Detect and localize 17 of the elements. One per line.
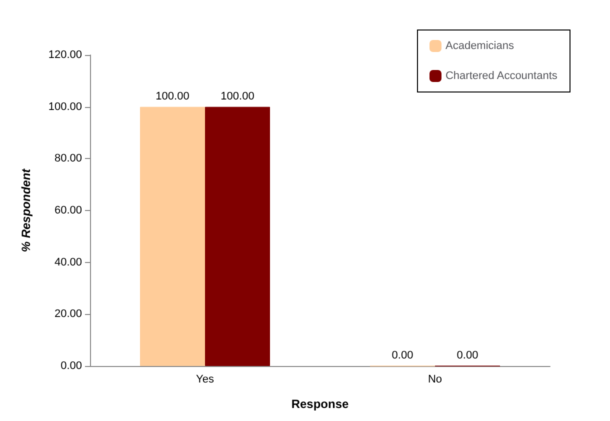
y-tick-label: 100.00 (48, 100, 82, 113)
y-tick-label: 20.00 (54, 308, 82, 320)
y-axis-title: % Respondent (19, 168, 33, 252)
data-label: 0.00 (392, 349, 414, 362)
y-tick-label: 40.00 (54, 256, 82, 268)
x-tick-label: Yes (196, 374, 214, 386)
data-label: 0.00 (456, 349, 478, 362)
data-label: 100.00 (220, 90, 254, 102)
y-tick-label: 0.00 (60, 360, 82, 372)
legend-label: Academicians (445, 40, 514, 52)
x-axis-title: Response (291, 397, 349, 411)
legend-label: Chartered Accountants (445, 70, 558, 82)
x-tick-label: No (428, 374, 442, 386)
y-tick-label: 60.00 (54, 204, 82, 216)
y-tick-label: 80.00 (54, 152, 82, 165)
data-label: 100.00 (156, 90, 190, 102)
y-tick-label: 120.00 (48, 49, 82, 61)
